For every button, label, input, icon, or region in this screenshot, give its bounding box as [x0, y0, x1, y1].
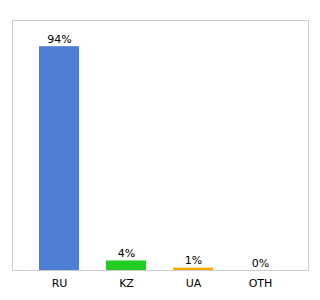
svg-text:94%: 94%: [47, 33, 71, 46]
svg-text:OTH: OTH: [249, 277, 273, 290]
svg-text:RU: RU: [52, 277, 68, 290]
svg-text:UA: UA: [186, 277, 202, 290]
svg-text:0%: 0%: [252, 257, 269, 270]
svg-text:1%: 1%: [185, 254, 202, 267]
svg-text:4%: 4%: [118, 247, 135, 260]
svg-text:KZ: KZ: [119, 277, 134, 290]
